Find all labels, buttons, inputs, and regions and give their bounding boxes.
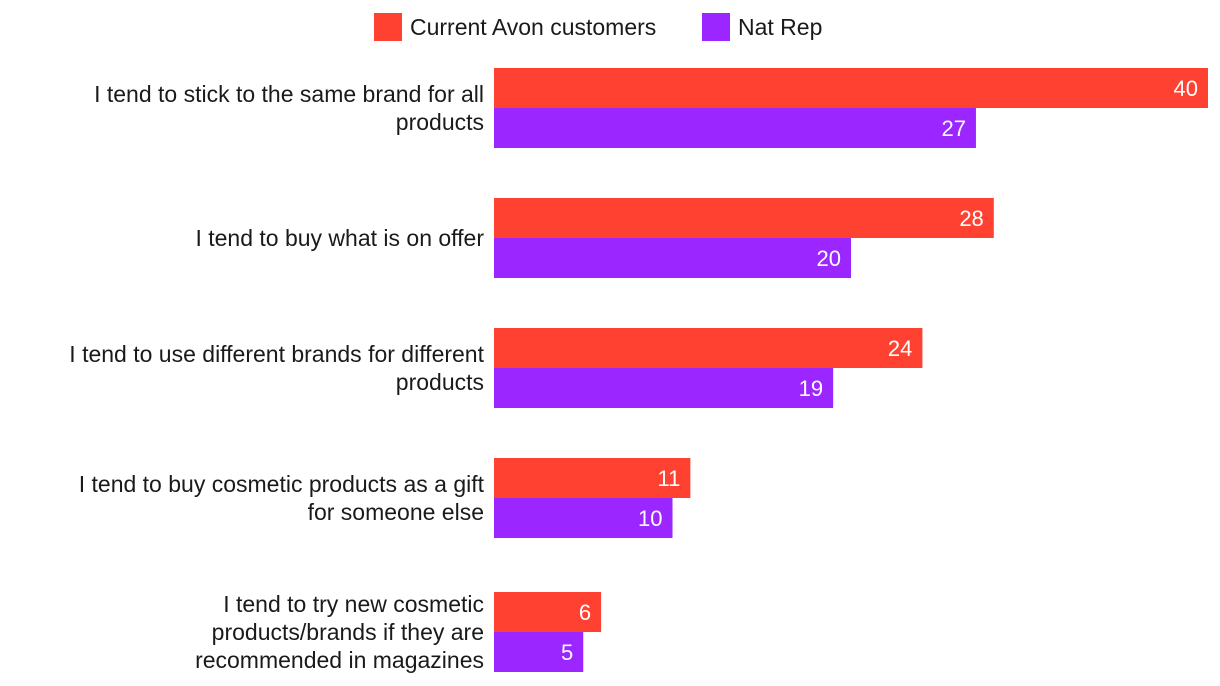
- category-label-5-line-1: I tend to try new cosmetic: [223, 591, 484, 617]
- category-label-5-line-3: recommended in magazines: [195, 647, 484, 673]
- value-label-nat-rep-2: 20: [817, 246, 841, 271]
- value-label-current-avon-2: 28: [959, 206, 983, 231]
- value-label-current-avon-4: 11: [658, 466, 681, 491]
- bar-current-avon-4: [494, 458, 691, 498]
- category-label-2-line-1: I tend to buy what is on offer: [195, 225, 484, 251]
- value-label-current-avon-1: 40: [1174, 76, 1198, 101]
- value-label-nat-rep-1: 27: [941, 116, 965, 141]
- bar-nat-rep-5: [494, 632, 584, 672]
- bar-nat-rep-4: [494, 498, 673, 538]
- bar-current-avon-1: [494, 68, 1208, 108]
- value-label-current-avon-3: 24: [888, 336, 912, 361]
- category-label-3-line-2: products: [396, 369, 484, 395]
- category-label-1-line-2: products: [396, 109, 484, 135]
- legend-item-nat-rep: Nat Rep: [702, 10, 822, 44]
- category-label-4-line-1: I tend to buy cosmetic products as a gif…: [79, 471, 485, 497]
- bar-nat-rep-1: [494, 108, 976, 148]
- bar-nat-rep-3: [494, 368, 834, 408]
- legend-item-current-avon: Current Avon customers: [374, 10, 656, 44]
- category-label-1-line-1: I tend to stick to the same brand for al…: [94, 81, 484, 107]
- bar-current-avon-2: [494, 198, 994, 238]
- legend-swatch-nat-rep: [702, 13, 730, 41]
- chart-legend: Current Avon customers Nat Rep: [0, 10, 1220, 44]
- legend-label-current-avon: Current Avon customers: [410, 13, 657, 40]
- category-label-5-line-2: products/brands if they are: [212, 619, 484, 645]
- bar-current-avon-5: [494, 592, 602, 632]
- category-label-3-line-1: I tend to use different brands for diffe…: [69, 341, 484, 367]
- bar-nat-rep-2: [494, 238, 851, 278]
- value-label-nat-rep-3: 19: [799, 376, 823, 401]
- legend-label-nat-rep: Nat Rep: [738, 13, 823, 40]
- legend-swatch-current-avon: [374, 13, 402, 41]
- category-label-4-line-2: for someone else: [308, 499, 484, 525]
- value-label-current-avon-5: 6: [579, 600, 591, 625]
- value-label-nat-rep-5: 5: [561, 640, 573, 665]
- value-label-nat-rep-4: 10: [638, 506, 662, 531]
- bar-current-avon-3: [494, 328, 923, 368]
